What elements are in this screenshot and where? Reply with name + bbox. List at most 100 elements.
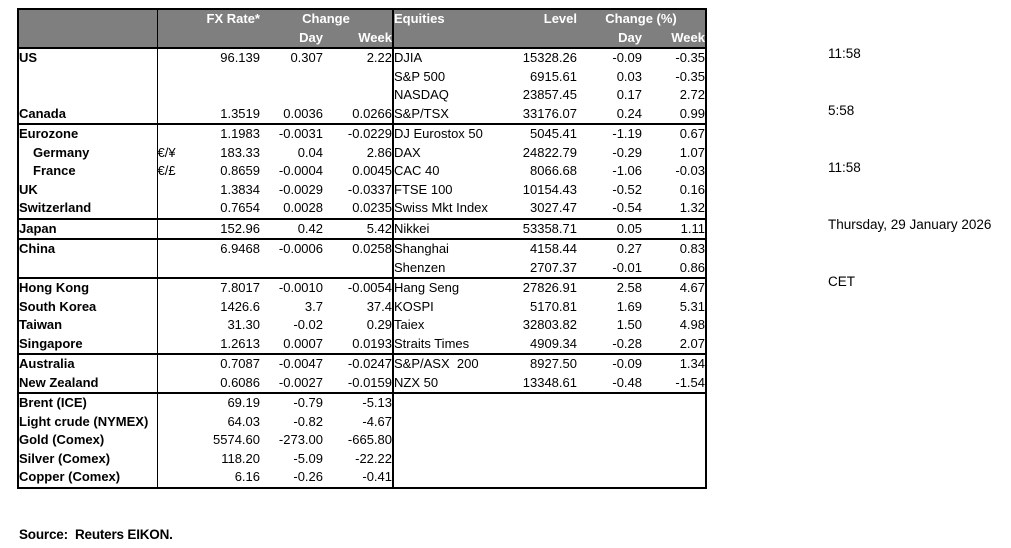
- equity-day-change-value: 0.03: [616, 68, 642, 84]
- fx-day-change-value: [260, 68, 323, 87]
- fx-rate-value: 96.139: [220, 50, 260, 65]
- table-row: Japan 152.96 0.42 5.42 Nikkei 53358.71 0.05 1.1…: [18, 218, 706, 240]
- fx-rate-value: 7.8017: [220, 280, 260, 295]
- fx-week-change-value: 0.0266: [323, 104, 394, 125]
- equity-day-change-value: -1.06: [612, 163, 642, 178]
- equity-week-change-value: 0.83: [679, 241, 705, 256]
- table-row: Eurozone 1.1983 -0.0031 -0.0229 DJ Eurostox …: [18, 124, 706, 144]
- fx-pair-label: [157, 124, 184, 144]
- equity-level-value: 6915.61: [530, 68, 577, 84]
- fx-rate-subheader-spacer: [157, 28, 260, 49]
- equity-level-value: 24822.79: [522, 144, 577, 160]
- fx-pair-label: [157, 68, 184, 87]
- fx-country-label: Taiwan: [18, 316, 158, 335]
- fx-rate-value: 152.96: [184, 218, 260, 240]
- fx-week-change-value: -0.0054: [323, 278, 394, 298]
- equity-index-name: Swiss Mkt Index: [393, 199, 495, 220]
- equities-column-header: Equities: [393, 9, 495, 29]
- equity-level-value: 23857.45: [522, 87, 577, 102]
- fx-country-label: China: [18, 239, 158, 259]
- fx-country-label: France: [18, 162, 158, 181]
- fx-week-change-value: 37.4: [323, 297, 394, 316]
- table-row: Shenzen 2707.37 -0.01 0.86: [18, 258, 706, 279]
- fx-corner-cell: [18, 9, 158, 29]
- table-row: South Korea 1426.6 3.7 37.4 KOSPI 5170.81 1.69…: [18, 297, 706, 316]
- table-row: NASDAQ 23857.45 0.17 2.72: [18, 86, 706, 105]
- equity-index-name: S&P/TSX: [393, 104, 495, 125]
- fx-day-change-value: 0.42: [260, 218, 323, 240]
- equity-week-change-value: 1.11: [642, 218, 706, 240]
- fx-rate-value: 5574.60: [213, 432, 260, 447]
- table-row: Switzerland 0.7654 0.0028 0.0235 Swiss Mkt I…: [18, 199, 706, 220]
- equity-index-name: Taiex: [394, 317, 425, 332]
- equity-level-value: 5045.41: [530, 126, 577, 141]
- equity-day-change-value: -1.19: [612, 126, 642, 141]
- fx-day-change-value: -0.02: [293, 317, 323, 332]
- equity-week-change-value: 0.16: [679, 181, 705, 197]
- equity-day-change-value: 0.24: [577, 104, 642, 125]
- fx-day-change-value: -0.0047: [278, 356, 323, 371]
- equity-week-change-value: 0.99: [642, 104, 706, 125]
- fx-week-change-value: -0.0247: [323, 354, 394, 374]
- fx-day-change-value: -0.79: [293, 395, 323, 410]
- table-row: US 96.139 0.307 2.22 DJIA 15328.26 -0.09 -0.35: [18, 48, 706, 68]
- time-line-1: 11:58: [828, 46, 861, 61]
- table-row: Copper (Comex) 6.16 -0.26 -0.41: [18, 468, 706, 488]
- fx-country-label: Japan: [18, 218, 158, 240]
- equity-week-change-value: 1.32: [642, 199, 706, 220]
- equities-change-pct-column-header: Change (%): [577, 9, 706, 29]
- fx-day-change-value: -0.0031: [278, 126, 323, 141]
- fx-day-change-value: -0.0006: [278, 241, 323, 256]
- equity-day-change-value: -0.01: [577, 258, 642, 279]
- fx-pair-label: €/¥: [157, 144, 176, 160]
- fx-rate-value: 69.19: [227, 395, 260, 410]
- equity-level-value: 2707.37: [495, 258, 577, 279]
- equity-index-name: [393, 431, 495, 450]
- equity-level-value: 4158.44: [530, 241, 577, 256]
- equity-index-name: DJ Eurostox 50: [394, 126, 483, 141]
- fx-rate-value: 1.1983: [220, 126, 260, 141]
- fx-pair-label: [157, 450, 184, 469]
- fx-pair-label: [157, 278, 184, 298]
- fx-rate-value: 0.7654: [184, 199, 260, 220]
- equity-level-value: 27826.91: [522, 280, 577, 295]
- fx-country-label: Hong Kong: [18, 278, 158, 298]
- equity-level-value: [495, 450, 577, 469]
- fx-rate-value: 1426.6: [220, 298, 260, 314]
- equity-level-value: [495, 468, 577, 488]
- fx-country-label: New Zealand: [18, 373, 158, 394]
- fx-day-change-value: -0.0010: [278, 280, 323, 295]
- report-date: Thursday, 29 January 2026: [828, 217, 992, 232]
- equity-level-value: 15328.26: [522, 50, 577, 65]
- fx-country-label: Brent (ICE): [18, 393, 158, 413]
- fx-day-change-value: -273.00: [278, 432, 323, 447]
- equity-day-change-value: 1.69: [616, 298, 642, 314]
- fx-rate-value: 1.3834: [220, 181, 260, 197]
- fx-week-change-value: -5.13: [323, 393, 394, 413]
- fx-day-change-value: -0.26: [293, 469, 323, 484]
- table-row: Australia 0.7087 -0.0047 -0.0247 S&P/ASX 200…: [18, 354, 706, 374]
- fx-week-change-value: [323, 258, 394, 279]
- equity-day-change-value: 0.27: [616, 241, 642, 256]
- level-column-header: Level: [495, 9, 577, 29]
- fx-country-label: Silver (Comex): [18, 449, 158, 468]
- equity-index-name: DJIA: [394, 50, 423, 65]
- fx-pair-label: [157, 86, 184, 105]
- equity-day-change-value: [577, 468, 642, 488]
- fx-pair-label: [157, 239, 184, 259]
- fx-day-change-value: -0.0004: [278, 163, 323, 178]
- equity-day-change-value: 0.17: [616, 87, 642, 102]
- fx-country-label: [18, 86, 158, 105]
- equity-week-change-value: [642, 431, 706, 450]
- equity-day-change-value: -0.09: [612, 356, 642, 371]
- fx-day-change-value: 0.0028: [260, 199, 323, 220]
- equity-day-change-value: 1.50: [616, 317, 642, 332]
- fx-country-label: Australia: [18, 354, 158, 374]
- equity-week-change-value: [642, 450, 706, 469]
- equity-week-change-value: -1.54: [642, 373, 706, 394]
- equity-day-change-value: -0.52: [612, 181, 642, 197]
- fx-change-column-header: Change: [260, 9, 394, 29]
- fx-country-label: Germany: [18, 143, 158, 162]
- fx-day-change-value: 0.0007: [260, 334, 323, 355]
